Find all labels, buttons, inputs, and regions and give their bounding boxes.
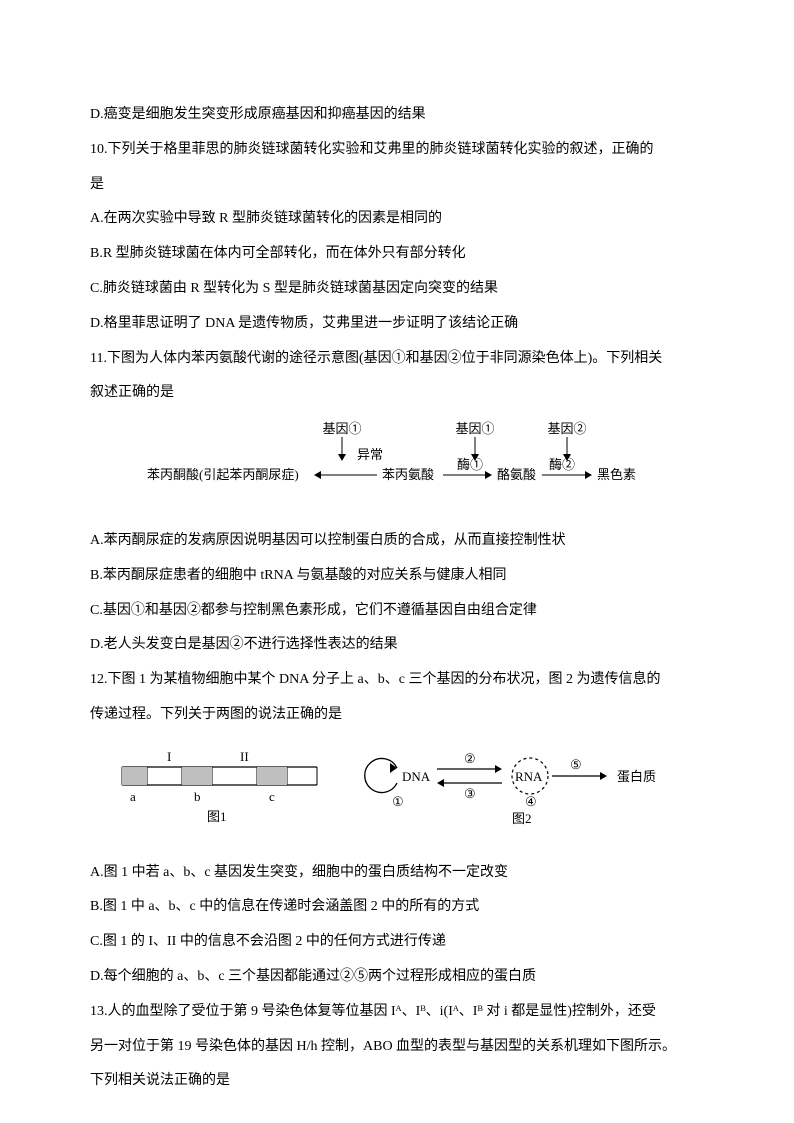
q10-opt-d: D.格里菲思证明了 DNA 是遗传物质，艾弗里进一步证明了该结论正确 xyxy=(90,309,704,340)
label-c: c xyxy=(269,789,275,804)
fig2-label: 图2 xyxy=(512,811,532,826)
n1-label: ① xyxy=(392,794,404,809)
gene1-label: 基因① xyxy=(322,421,361,436)
q11-diagram: 基因① 基因① 基因② 异常 酶① 酶② 苯丙酮酸(引起苯丙酮尿症) 苯丙氨酸 … xyxy=(90,421,704,514)
n5-label: ⑤ xyxy=(570,757,582,772)
enzyme1-label: 酶① xyxy=(457,457,483,472)
label-a: a xyxy=(130,789,136,804)
q10-opt-c: C.肺炎链球菌由 R 型转化为 S 型是肺炎链球菌基因定向突变的结果 xyxy=(90,274,704,305)
q11-opt-d: D.老人头发变白是基因②不进行选择性表达的结果 xyxy=(90,630,704,661)
q12-opt-a: A.图 1 中若 a、b、c 基因发生突变，细胞中的蛋白质结构不一定改变 xyxy=(90,858,704,889)
q11-stem-line1: 11.下图为人体内苯丙氨酸代谢的途径示意图(基因①和基因②位于非同源染色体上)。… xyxy=(90,344,704,375)
tyrosine-label: 酪氨酸 xyxy=(497,467,536,482)
option-d: D.癌变是细胞发生突变形成原癌基因和抑癌基因的结果 xyxy=(90,100,704,131)
n3-label: ③ xyxy=(464,786,476,801)
fig1-label: 图1 xyxy=(207,809,227,824)
q12-opt-b: B.图 1 中 a、b、c 中的信息在传递时会涵盖图 2 中的所有的方式 xyxy=(90,892,704,923)
label-b: b xyxy=(194,789,201,804)
q11-stem-line2: 叙述正确的是 xyxy=(90,378,704,409)
n4-label: ④ xyxy=(525,794,537,809)
gene1-label-top: 基因① xyxy=(455,421,494,436)
q11-opt-c: C.基因①和基因②都参与控制黑色素形成，它们不遵循基因自由组合定律 xyxy=(90,596,704,627)
q12-diagram: I II a b c 图1 DNA xyxy=(90,743,704,846)
n2-label: ② xyxy=(464,751,476,766)
enzyme2-label: 酶② xyxy=(549,457,575,472)
q10-opt-a: A.在两次实验中导致 R 型肺炎链球菌转化的因素是相同的 xyxy=(90,204,704,235)
protein-label: 蛋白质 xyxy=(617,769,656,784)
q12-opt-d: D.每个细胞的 a、b、c 三个基因都能通过②⑤两个过程形成相应的蛋白质 xyxy=(90,962,704,993)
q11-opt-a: A.苯丙酮尿症的发病原因说明基因可以控制蛋白质的合成，从而直接控制性状 xyxy=(90,526,704,557)
q10-opt-b: B.R 型肺炎链球菌在体内可全部转化，而在体外只有部分转化 xyxy=(90,239,704,270)
gene2-label: 基因② xyxy=(547,421,586,436)
label-II: II xyxy=(240,749,249,764)
q10-stem-line2: 是 xyxy=(90,170,704,201)
label-I: I xyxy=(167,749,171,764)
q12-stem-line1: 12.下图 1 为某植物细胞中某个 DNA 分子上 a、b、c 三个基因的分布状… xyxy=(90,665,704,696)
q13-stem-line1: 13.人的血型除了受位于第 9 号染色体复等位基因 Iᴬ、Iᴮ、i(Iᴬ、Iᴮ … xyxy=(90,997,704,1028)
q10-stem-line1: 10.下列关于格里菲思的肺炎链球菌转化实验和艾弗里的肺炎链球菌转化实验的叙述，正… xyxy=(90,135,704,166)
q12-opt-c: C.图 1 的 I、II 中的信息不会沿图 2 中的任何方式进行传递 xyxy=(90,927,704,958)
q11-opt-b: B.苯丙酮尿症患者的细胞中 tRNA 与氨基酸的对应关系与健康人相同 xyxy=(90,561,704,592)
left-label: 苯丙酮酸(引起苯丙酮尿症) xyxy=(147,467,299,482)
abnormal-label: 异常 xyxy=(357,447,383,462)
rna-label: RNA xyxy=(515,769,543,784)
phenyl-label: 苯丙氨酸 xyxy=(382,467,434,482)
q12-stem-line2: 传递过程。下列关于两图的说法正确的是 xyxy=(90,700,704,731)
q13-stem-line3: 下列相关说法正确的是 xyxy=(90,1066,704,1097)
q13-stem-line2: 另一对位于第 19 号染色体的基因 H/h 控制，ABO 血型的表型与基因型的关… xyxy=(90,1032,704,1063)
dna-label: DNA xyxy=(402,769,431,784)
melanin-label: 黑色素 xyxy=(597,467,636,482)
